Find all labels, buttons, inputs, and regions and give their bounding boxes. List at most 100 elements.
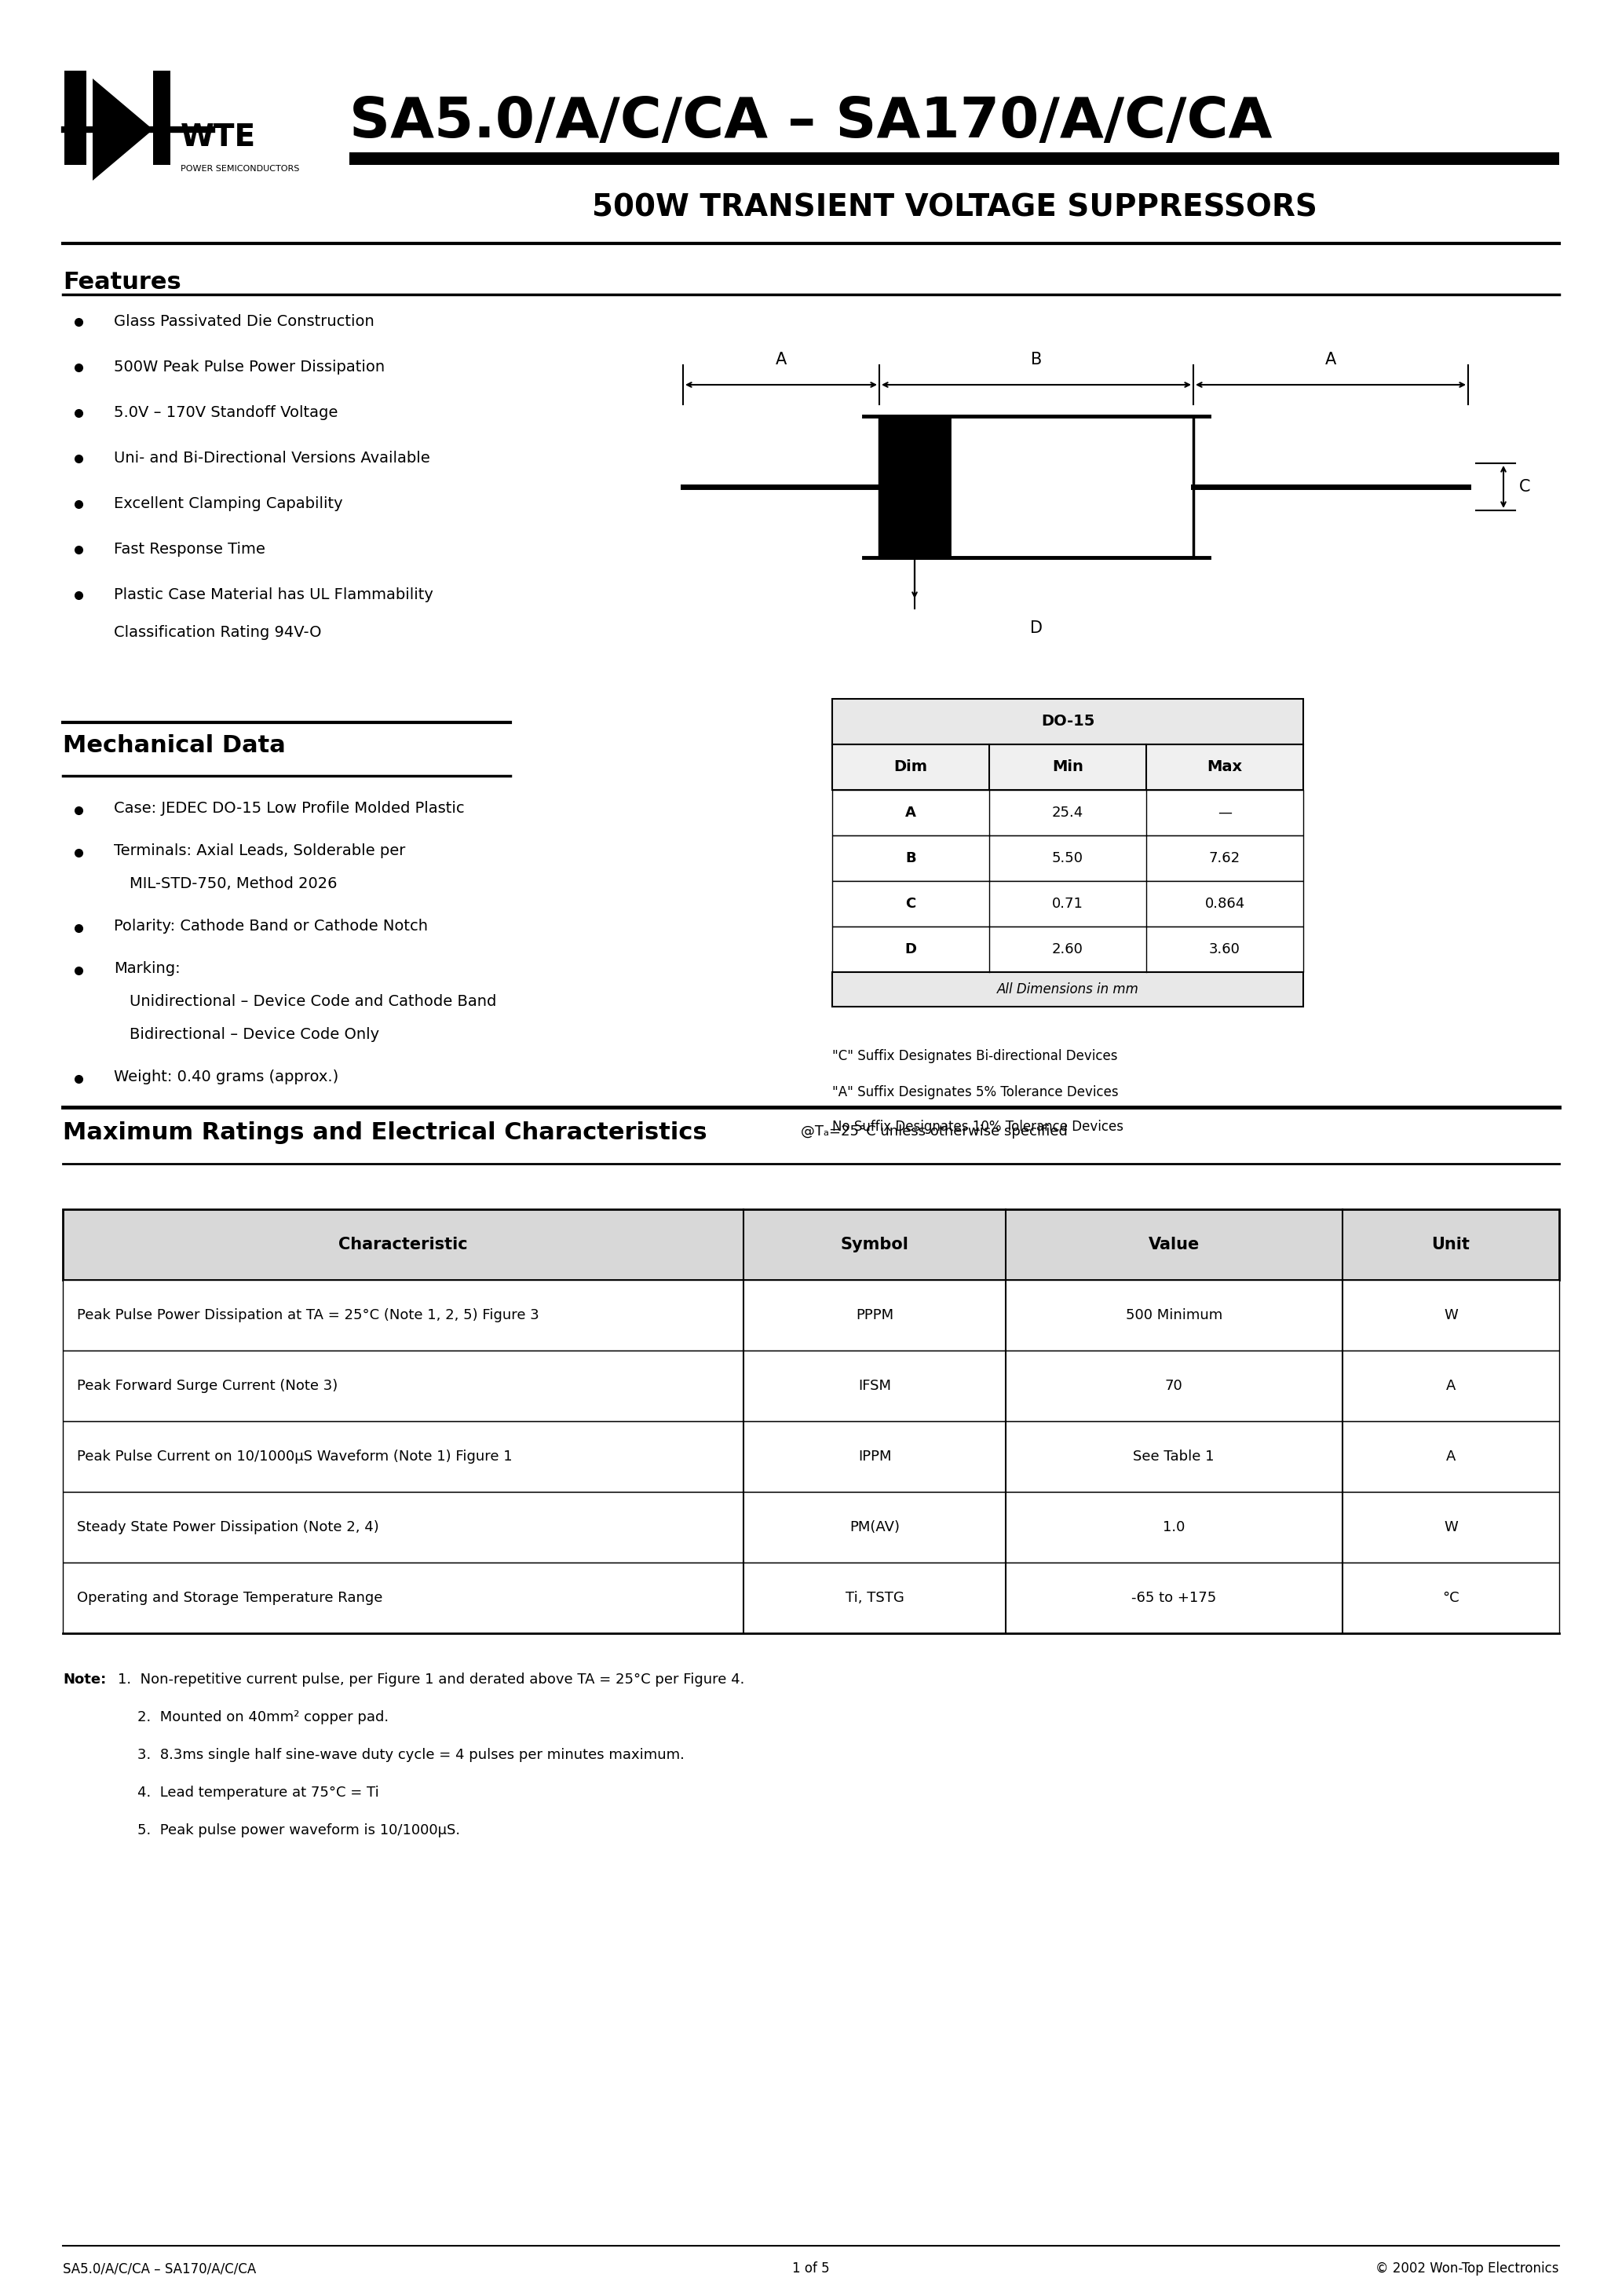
Text: Glass Passivated Die Construction: Glass Passivated Die Construction (114, 315, 375, 328)
Text: Value: Value (1148, 1238, 1200, 1251)
Bar (349, 152, 1559, 165)
Text: Note:: Note: (63, 1671, 105, 1688)
Bar (879, 416, 1194, 558)
Bar (152, 71, 170, 165)
Text: —: — (1218, 806, 1231, 820)
Text: W: W (1444, 1309, 1458, 1322)
Text: "A" Suffix Designates 5% Tolerance Devices: "A" Suffix Designates 5% Tolerance Devic… (832, 1084, 1119, 1100)
Text: D: D (905, 941, 916, 957)
Text: Max: Max (1207, 760, 1242, 774)
Text: 5.0V – 170V Standoff Voltage: 5.0V – 170V Standoff Voltage (114, 404, 337, 420)
Text: PM(AV): PM(AV) (850, 1520, 900, 1534)
Text: Dim: Dim (894, 760, 928, 774)
Text: 2.60: 2.60 (1053, 941, 1083, 957)
Text: 3.  8.3ms single half sine-wave duty cycle = 4 pulses per minutes maximum.: 3. 8.3ms single half sine-wave duty cycl… (138, 1747, 684, 1761)
Text: 500W Peak Pulse Power Dissipation: 500W Peak Pulse Power Dissipation (114, 360, 384, 374)
Text: See Table 1: See Table 1 (1134, 1449, 1215, 1463)
Text: Unidirectional – Device Code and Cathode Band: Unidirectional – Device Code and Cathode… (130, 994, 496, 1008)
Text: 0.71: 0.71 (1053, 898, 1083, 912)
Text: @Tₐ=25°C unless otherwise specified: @Tₐ=25°C unless otherwise specified (801, 1125, 1067, 1139)
Text: A: A (775, 351, 787, 367)
Bar (879, 416, 950, 558)
Text: IPPM: IPPM (858, 1449, 890, 1463)
Text: Terminals: Axial Leads, Solderable per: Terminals: Axial Leads, Solderable per (114, 843, 406, 859)
Text: 500W TRANSIENT VOLTAGE SUPPRESSORS: 500W TRANSIENT VOLTAGE SUPPRESSORS (592, 193, 1317, 223)
Bar (832, 836, 1302, 882)
Text: Weight: 0.40 grams (approx.): Weight: 0.40 grams (approx.) (114, 1070, 339, 1084)
Text: No Suffix Designates 10% Tolerance Devices: No Suffix Designates 10% Tolerance Devic… (832, 1120, 1124, 1134)
Text: POWER SEMICONDUCTORS: POWER SEMICONDUCTORS (180, 165, 300, 172)
Text: SA5.0/A/C/CA – SA170/A/C/CA: SA5.0/A/C/CA – SA170/A/C/CA (63, 2262, 256, 2275)
Text: 4.  Lead temperature at 75°C = Ti: 4. Lead temperature at 75°C = Ti (138, 1786, 380, 1800)
Text: A: A (1445, 1449, 1455, 1463)
Text: 7.62: 7.62 (1208, 852, 1241, 866)
Text: -65 to +175: -65 to +175 (1132, 1591, 1216, 1605)
Text: D: D (1030, 620, 1043, 636)
Text: 1 of 5: 1 of 5 (792, 2262, 830, 2275)
Text: Plastic Case Material has UL Flammability: Plastic Case Material has UL Flammabilit… (114, 588, 433, 602)
Text: All Dimensions in mm: All Dimensions in mm (998, 983, 1139, 996)
Text: Uni- and Bi-Directional Versions Available: Uni- and Bi-Directional Versions Availab… (114, 450, 430, 466)
Text: 25.4: 25.4 (1053, 806, 1083, 820)
Polygon shape (92, 78, 152, 181)
Bar (832, 882, 1302, 928)
Bar (63, 1350, 1559, 1421)
Text: Polarity: Cathode Band or Cathode Notch: Polarity: Cathode Band or Cathode Notch (114, 918, 428, 934)
Bar (832, 744, 1302, 790)
Text: "C" Suffix Designates Bi-directional Devices: "C" Suffix Designates Bi-directional Dev… (832, 1049, 1118, 1063)
Text: Bidirectional – Device Code Only: Bidirectional – Device Code Only (130, 1026, 380, 1042)
Text: WTE: WTE (180, 122, 256, 152)
Text: 1.0: 1.0 (1163, 1520, 1186, 1534)
Text: DO-15: DO-15 (1041, 714, 1095, 730)
Text: 2.  Mounted on 40mm² copper pad.: 2. Mounted on 40mm² copper pad. (138, 1711, 389, 1724)
Text: MIL-STD-750, Method 2026: MIL-STD-750, Method 2026 (130, 877, 337, 891)
Text: Features: Features (63, 271, 182, 294)
Text: SA5.0/A/C/CA – SA170/A/C/CA: SA5.0/A/C/CA – SA170/A/C/CA (349, 94, 1272, 149)
Text: 500 Minimum: 500 Minimum (1126, 1309, 1223, 1322)
Text: 70: 70 (1165, 1380, 1182, 1394)
Text: Fast Response Time: Fast Response Time (114, 542, 266, 556)
Text: B: B (1030, 351, 1041, 367)
Text: A: A (1325, 351, 1337, 367)
Text: 3.60: 3.60 (1208, 941, 1241, 957)
Text: 0.864: 0.864 (1205, 898, 1244, 912)
Text: °C: °C (1442, 1591, 1460, 1605)
Text: Peak Pulse Power Dissipation at TA = 25°C (Note 1, 2, 5) Figure 3: Peak Pulse Power Dissipation at TA = 25°… (76, 1309, 539, 1322)
Bar (832, 790, 1302, 836)
Text: © 2002 Won-Top Electronics: © 2002 Won-Top Electronics (1375, 2262, 1559, 2275)
Bar (65, 71, 86, 165)
Text: Steady State Power Dissipation (Note 2, 4): Steady State Power Dissipation (Note 2, … (76, 1520, 380, 1534)
Text: C: C (905, 898, 916, 912)
Text: 1.  Non-repetitive current pulse, per Figure 1 and derated above TA = 25°C per F: 1. Non-repetitive current pulse, per Fig… (118, 1671, 744, 1688)
Bar (63, 1564, 1559, 1632)
Text: Unit: Unit (1432, 1238, 1470, 1251)
Text: Classification Rating 94V-O: Classification Rating 94V-O (114, 625, 321, 641)
Bar (63, 1210, 1559, 1279)
Bar (63, 1421, 1559, 1492)
Text: 5.50: 5.50 (1053, 852, 1083, 866)
Text: Mechanical Data: Mechanical Data (63, 735, 285, 758)
Text: Characteristic: Characteristic (339, 1238, 467, 1251)
Text: IFSM: IFSM (858, 1380, 890, 1394)
Text: A: A (1445, 1380, 1455, 1394)
Text: 5.  Peak pulse power waveform is 10/1000μS.: 5. Peak pulse power waveform is 10/1000μ… (138, 1823, 461, 1837)
Text: W: W (1444, 1520, 1458, 1534)
Bar (63, 1492, 1559, 1564)
Text: Case: JEDEC DO-15 Low Profile Molded Plastic: Case: JEDEC DO-15 Low Profile Molded Pla… (114, 801, 464, 815)
Text: B: B (905, 852, 916, 866)
Bar (832, 698, 1302, 744)
Text: Peak Forward Surge Current (Note 3): Peak Forward Surge Current (Note 3) (76, 1380, 337, 1394)
Text: Min: Min (1053, 760, 1083, 774)
Text: Peak Pulse Current on 10/1000μS Waveform (Note 1) Figure 1: Peak Pulse Current on 10/1000μS Waveform… (76, 1449, 513, 1463)
Bar (63, 1279, 1559, 1350)
Text: Operating and Storage Temperature Range: Operating and Storage Temperature Range (76, 1591, 383, 1605)
Text: Ti, TSTG: Ti, TSTG (845, 1591, 903, 1605)
Text: Excellent Clamping Capability: Excellent Clamping Capability (114, 496, 342, 512)
Bar (832, 928, 1302, 971)
Text: Maximum Ratings and Electrical Characteristics: Maximum Ratings and Electrical Character… (63, 1120, 707, 1143)
Text: PPPM: PPPM (856, 1309, 894, 1322)
Text: A: A (905, 806, 916, 820)
Text: C: C (1520, 480, 1531, 494)
Text: Marking:: Marking: (114, 962, 180, 976)
Bar (832, 971, 1302, 1006)
